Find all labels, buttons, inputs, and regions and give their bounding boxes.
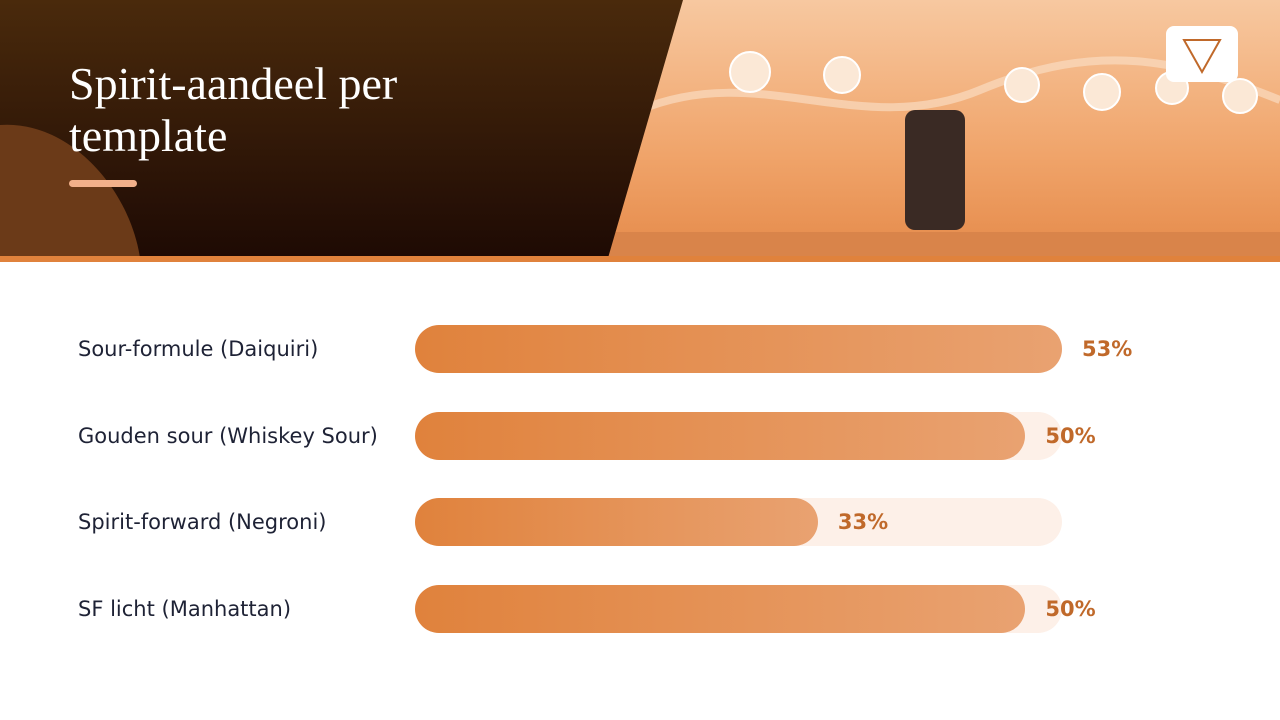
- category-label: Gouden sour (Whiskey Sour): [78, 423, 378, 448]
- chart-title: Spirit-aandeel per template: [69, 58, 398, 161]
- category-label: Spirit-forward (Negroni): [78, 510, 327, 535]
- bar: [415, 585, 1026, 634]
- logo-mark: [1182, 39, 1222, 75]
- value-label: 50%: [1045, 423, 1096, 448]
- category-label: SF licht (Manhattan): [78, 597, 292, 622]
- bar: [415, 498, 818, 547]
- header-curve: [0, 124, 140, 258]
- illustration-circles: [729, 51, 1258, 114]
- bar: [415, 411, 1026, 460]
- header-rule: [0, 256, 1280, 262]
- header-panel: [0, 0, 683, 258]
- illustration-bar-counter: [600, 232, 1280, 258]
- illustration-bartender: [905, 110, 965, 230]
- value-label: 53%: [1082, 337, 1133, 361]
- bar: [415, 325, 1062, 373]
- header: [0, 0, 1280, 262]
- title-accent: [69, 180, 137, 187]
- value-label: 33%: [837, 510, 889, 535]
- category-label: Sour-formule (Daiquiri): [78, 337, 319, 361]
- value-label: 50%: [1045, 597, 1096, 622]
